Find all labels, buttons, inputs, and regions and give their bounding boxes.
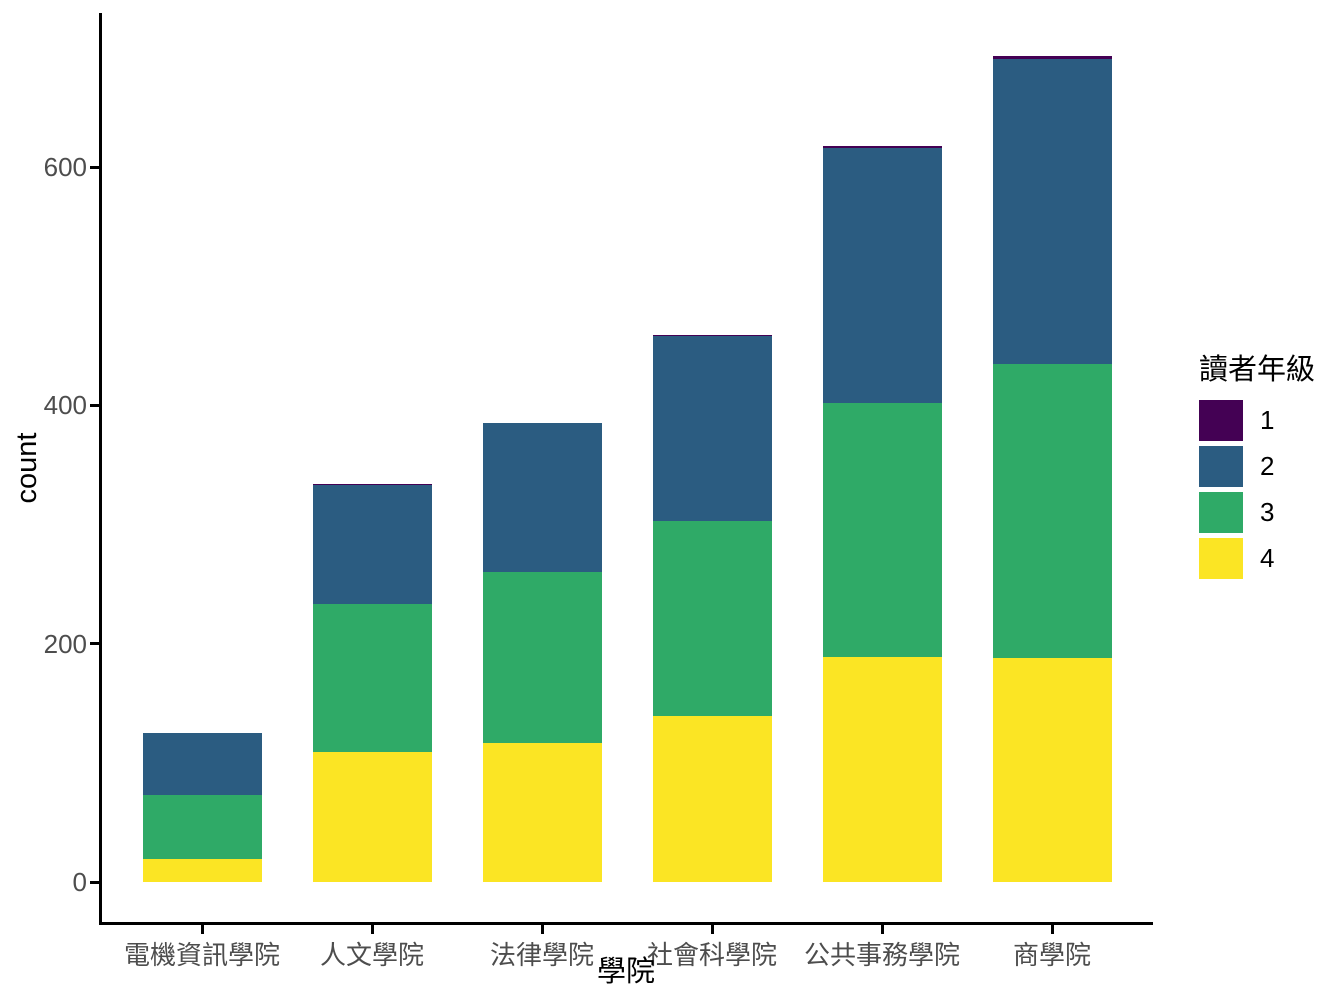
bar-segment-grade4 bbox=[822, 656, 942, 882]
x-tick-label: 電機資訊學院 bbox=[123, 940, 280, 970]
legend-title: 讀者年級 bbox=[1199, 354, 1316, 386]
legend: 讀者年級 1 2 3 4 bbox=[1199, 354, 1315, 584]
legend-key-swatch bbox=[1199, 538, 1243, 579]
x-tick-mark bbox=[1050, 925, 1054, 934]
legend-label: 2 bbox=[1260, 451, 1275, 481]
y-tick-mark bbox=[90, 642, 99, 646]
legend-label: 4 bbox=[1260, 543, 1275, 573]
bar-segment-grade1 bbox=[822, 145, 942, 148]
bar-segment-grade4 bbox=[992, 657, 1112, 882]
legend-label: 3 bbox=[1260, 497, 1275, 527]
bar-segment-grade3 bbox=[652, 520, 772, 717]
x-tick-mark bbox=[200, 925, 204, 934]
bar-segment-grade4 bbox=[142, 859, 262, 882]
y-axis-line bbox=[99, 13, 102, 925]
x-tick-label: 人文學院 bbox=[319, 940, 424, 970]
x-axis-title: 學院 bbox=[596, 956, 655, 988]
bar-segment-grade2 bbox=[142, 733, 262, 795]
legend-label: 1 bbox=[1260, 405, 1275, 435]
legend-key-swatch bbox=[1199, 492, 1243, 533]
legend-keys: 1 2 3 4 bbox=[1199, 400, 1315, 579]
y-tick-mark bbox=[90, 880, 99, 884]
bar-segment-grade1 bbox=[992, 56, 1112, 59]
legend-item-grade1: 1 bbox=[1199, 400, 1315, 441]
x-tick-label: 商學院 bbox=[1012, 940, 1091, 970]
y-tick-label: 0 bbox=[72, 867, 87, 897]
bar-segment-grade3 bbox=[312, 604, 432, 753]
y-tick-label: 600 bbox=[43, 152, 87, 182]
bar-segment-grade3 bbox=[822, 402, 942, 657]
bar-segment-grade4 bbox=[312, 752, 432, 882]
x-tick-label: 公共事務學院 bbox=[803, 940, 960, 970]
x-tick-mark bbox=[370, 925, 374, 934]
bar-segment-grade2 bbox=[652, 336, 772, 521]
legend-item-grade2: 2 bbox=[1199, 446, 1315, 487]
bar-segment-grade4 bbox=[482, 742, 602, 882]
bar-segment-grade2 bbox=[312, 485, 432, 605]
x-tick-label: 社會科學院 bbox=[646, 940, 777, 970]
legend-item-grade4: 4 bbox=[1199, 538, 1315, 579]
x-tick-mark bbox=[880, 925, 884, 934]
bar-segment-grade4 bbox=[652, 716, 772, 882]
bar-segment-grade2 bbox=[482, 423, 602, 573]
bar-segment-grade1 bbox=[312, 483, 432, 486]
bar-segment-grade3 bbox=[992, 363, 1112, 658]
x-axis-line bbox=[99, 922, 1153, 925]
bar-segment-grade2 bbox=[992, 58, 1112, 364]
bar-segment-grade3 bbox=[142, 795, 262, 860]
x-tick-mark bbox=[710, 925, 714, 934]
x-tick-mark bbox=[540, 925, 544, 934]
y-axis-title: count bbox=[11, 432, 43, 504]
legend-key-swatch bbox=[1199, 400, 1243, 441]
x-tick-label: 法律學院 bbox=[489, 940, 594, 970]
y-tick-label: 200 bbox=[43, 628, 87, 659]
bar-segment-grade2 bbox=[822, 147, 942, 403]
y-tick-label: 400 bbox=[43, 390, 87, 421]
y-tick-mark bbox=[90, 165, 99, 169]
legend-key-swatch bbox=[1199, 446, 1243, 487]
y-tick-mark bbox=[90, 403, 99, 407]
legend-item-grade3: 3 bbox=[1199, 492, 1315, 533]
bar-segment-grade1 bbox=[652, 335, 772, 337]
bar-segment-grade3 bbox=[482, 572, 602, 743]
